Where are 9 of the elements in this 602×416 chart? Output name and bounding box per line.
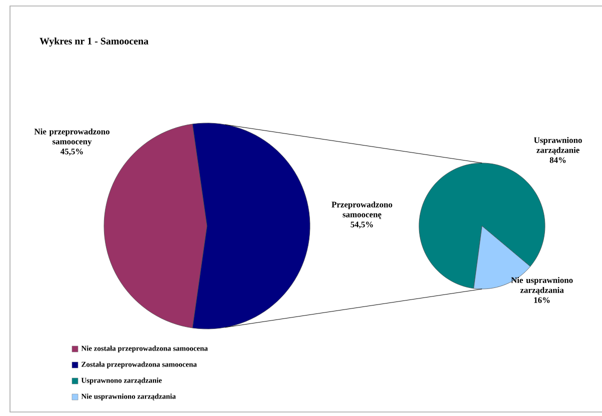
text: Usprawniono zarządzanie (534, 137, 582, 155)
text: Nie przeprowadzono samooceny (34, 128, 110, 146)
data-label: 16% (534, 297, 550, 303)
chart-title: Wykres nr 1 - Samoocena (40, 37, 148, 47)
data-label: 54,5% (350, 222, 373, 229)
data-label: 45,5% (60, 148, 83, 156)
data-label: 84% (550, 157, 566, 163)
text: Nie usprawniono zarządzania (511, 277, 573, 295)
text: Przeprowadzono samoocenę (332, 201, 392, 220)
